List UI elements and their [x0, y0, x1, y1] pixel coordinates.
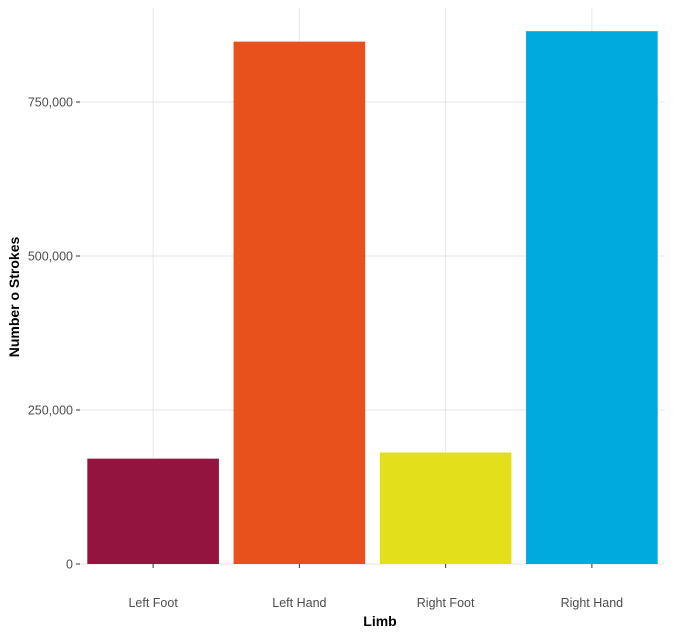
- bar-right-hand: [526, 31, 658, 565]
- y-tick-label: 0: [66, 558, 73, 572]
- bar-left-foot: [87, 458, 219, 564]
- x-axis-title: Limb: [363, 613, 396, 629]
- x-tick-label: Left Hand: [272, 596, 326, 610]
- bar-right-foot: [379, 452, 512, 564]
- x-tick-label: Right Foot: [417, 596, 475, 610]
- bars-layer: [87, 31, 658, 565]
- bar-left-hand: [233, 41, 366, 564]
- x-tick-label: Left Foot: [128, 596, 178, 610]
- y-tick-label: 750,000: [28, 96, 73, 110]
- y-tick-label: 500,000: [28, 250, 73, 264]
- y-tick-label: 250,000: [28, 404, 73, 418]
- y-axis-title: Number o Strokes: [6, 236, 22, 357]
- axes-layer: 0 250,000 500,000 750,000 Left Foot Left Hand…: [28, 96, 623, 611]
- x-tick-label: Right Hand: [561, 596, 624, 610]
